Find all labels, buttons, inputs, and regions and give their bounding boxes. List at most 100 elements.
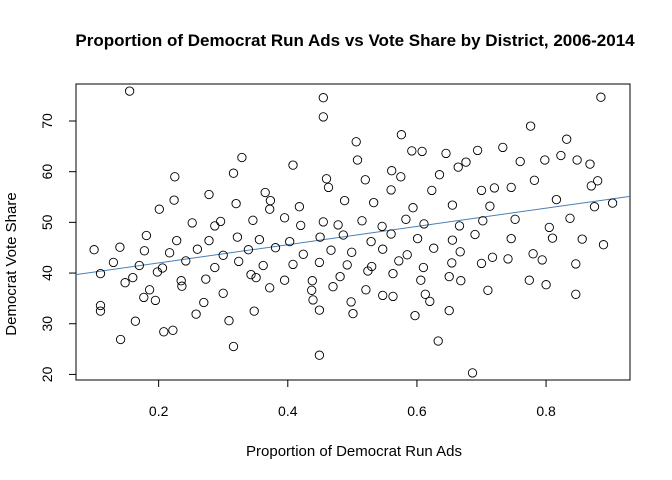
data-point — [318, 112, 328, 122]
data-point — [348, 308, 358, 319]
data-point — [224, 316, 234, 326]
data-point — [386, 185, 396, 195]
data-point — [249, 306, 259, 316]
data-point — [335, 271, 345, 282]
data-point — [577, 234, 587, 244]
data-point — [141, 230, 152, 241]
y-axis: 20 30 40 50 60 70 — [39, 113, 77, 382]
data-point — [388, 268, 398, 279]
data-point — [593, 176, 603, 186]
data-point — [204, 189, 214, 200]
data-point — [487, 252, 498, 262]
data-point — [485, 201, 495, 211]
data-point — [164, 248, 175, 258]
data-point — [115, 242, 125, 252]
data-point — [191, 309, 201, 319]
data-point — [476, 258, 487, 269]
data-point — [478, 216, 488, 226]
data-point — [139, 246, 150, 256]
data-point — [571, 289, 581, 299]
data-point — [378, 244, 388, 254]
data-point — [541, 280, 551, 290]
data-point — [228, 168, 239, 178]
data-point — [408, 203, 418, 213]
data-point — [402, 250, 412, 260]
data-point — [412, 233, 423, 244]
data-point — [228, 341, 239, 352]
data-point — [419, 219, 429, 229]
data-point — [169, 195, 179, 205]
data-point — [434, 170, 445, 180]
data-point — [192, 244, 203, 254]
data-point — [418, 262, 429, 273]
data-point — [288, 259, 298, 270]
data-point — [444, 271, 454, 282]
data-point — [360, 175, 370, 185]
data-point — [447, 235, 458, 245]
data-point — [215, 216, 226, 227]
data-point — [318, 217, 328, 227]
data-point — [447, 258, 457, 268]
data-point — [308, 295, 318, 305]
data-point — [455, 247, 465, 257]
fit-line — [75, 195, 631, 276]
data-point — [152, 267, 163, 277]
data-point — [562, 134, 572, 144]
data-point — [150, 295, 161, 306]
data-point — [506, 182, 516, 193]
data-point — [210, 221, 220, 231]
data-point — [248, 215, 258, 225]
data-point — [288, 160, 298, 170]
y-tick-label: 50 — [39, 214, 55, 230]
data-point — [108, 257, 119, 268]
data-point — [124, 86, 135, 96]
data-point — [298, 249, 308, 259]
data-point — [177, 281, 187, 291]
data-point — [201, 274, 211, 284]
data-point — [265, 283, 275, 293]
y-tick-label: 60 — [39, 164, 55, 180]
data-point — [333, 220, 343, 230]
plot-frame — [75, 83, 631, 381]
data-point — [537, 255, 547, 265]
data-point — [346, 297, 356, 307]
data-point — [565, 213, 575, 223]
data-point — [307, 285, 317, 295]
data-point — [342, 260, 352, 270]
data-point — [176, 276, 186, 286]
data-point — [170, 172, 180, 182]
data-point — [470, 229, 480, 240]
data-point — [199, 297, 209, 308]
data-point — [357, 216, 367, 226]
data-point — [456, 276, 466, 286]
data-point — [386, 229, 396, 239]
y-tick-label: 30 — [39, 316, 55, 332]
data-point — [444, 305, 454, 316]
data-point — [454, 221, 465, 231]
data-point — [394, 256, 404, 266]
data-point — [279, 213, 290, 223]
data-point — [556, 150, 566, 161]
data-point — [339, 195, 350, 206]
data-point — [144, 285, 155, 295]
data-point — [279, 275, 290, 285]
data-point — [243, 245, 254, 255]
data-point — [410, 310, 420, 321]
data-point — [234, 256, 244, 267]
y-tick-label: 20 — [39, 366, 55, 382]
data-point — [369, 197, 379, 208]
data-point — [181, 256, 191, 266]
data-point — [260, 187, 270, 198]
data-point — [315, 232, 325, 242]
data-point — [510, 214, 520, 224]
x-axis-label: Proportion of Democrat Run Ads — [246, 443, 462, 460]
data-point — [571, 259, 581, 269]
data-point — [396, 172, 406, 182]
y-tick-label: 70 — [39, 113, 55, 129]
data-point — [120, 278, 130, 288]
data-point — [95, 306, 106, 316]
points-layer — [89, 86, 618, 378]
data-point — [95, 268, 106, 279]
data-point — [321, 174, 332, 184]
